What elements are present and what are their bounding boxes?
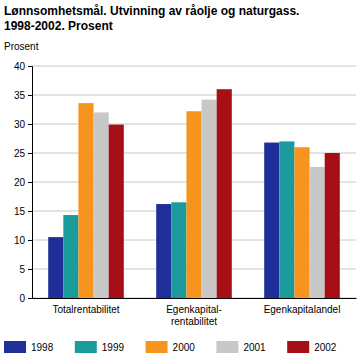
y-tick-mark xyxy=(28,66,32,67)
y-tick: 5 xyxy=(19,264,32,275)
y-tick-mark xyxy=(28,269,32,270)
bar xyxy=(109,125,124,298)
y-tick-label: 0 xyxy=(19,293,25,304)
y-tick-label: 20 xyxy=(14,177,26,188)
grid-line xyxy=(32,95,356,96)
x-tick-label: Egenkapitalandel xyxy=(264,304,341,315)
legend-swatch xyxy=(287,341,309,353)
bar xyxy=(202,100,217,298)
legend-swatch xyxy=(146,341,168,353)
x-tick-label: Totalrentabilitet xyxy=(52,304,119,315)
bar xyxy=(186,111,201,298)
legend-swatch xyxy=(216,341,238,353)
y-tick-label: 35 xyxy=(14,90,26,101)
title: Lønnsomhetsmål. Utvinning av råolje og n… xyxy=(4,4,299,33)
y-tick: 0 xyxy=(19,293,32,304)
legend-item: 2001 xyxy=(216,341,266,353)
y-axis: 0 5 10 15 20 25 30 35 40 xyxy=(14,61,33,304)
y-tick-label: 10 xyxy=(14,235,26,246)
bar xyxy=(264,143,279,298)
bars xyxy=(48,89,340,298)
y-tick-mark xyxy=(28,298,32,299)
legend-item: 2000 xyxy=(146,341,196,353)
bar xyxy=(156,204,171,298)
y-tick-mark xyxy=(28,95,32,96)
bar xyxy=(325,153,340,298)
y-tick: 15 xyxy=(14,206,32,217)
y-tick: 40 xyxy=(14,61,32,72)
legend-item: 2002 xyxy=(287,341,337,353)
x-tick: Egenkapitalandel xyxy=(264,298,341,315)
bar xyxy=(171,202,186,298)
grid-line xyxy=(32,66,356,67)
y-tick-mark xyxy=(28,182,32,183)
y-tick-label: 25 xyxy=(14,148,26,159)
bar xyxy=(63,215,78,298)
grid xyxy=(32,66,356,298)
x-tick: Egenkapital-rentabilitet xyxy=(166,298,222,327)
y-tick-label: 5 xyxy=(19,264,25,275)
x-tick-label: Egenkapital-rentabilitet xyxy=(166,304,222,327)
y-tick: 25 xyxy=(14,148,32,159)
legend-label: 1999 xyxy=(102,342,125,353)
bar xyxy=(217,89,232,298)
legend-swatch xyxy=(75,341,97,353)
y-tick-label: 40 xyxy=(14,61,26,72)
y-tick: 20 xyxy=(14,177,32,188)
legend-swatch xyxy=(4,341,26,353)
bar xyxy=(94,112,109,298)
y-tick: 30 xyxy=(14,119,32,130)
y-tick-label: 30 xyxy=(14,119,26,130)
bar xyxy=(294,147,309,298)
legend-label: 2000 xyxy=(173,342,196,353)
x-axis-line xyxy=(33,298,357,299)
legend-label: 2001 xyxy=(243,342,266,353)
y-tick-mark xyxy=(28,124,32,125)
y-tick-mark xyxy=(28,240,32,241)
legend-label: 2002 xyxy=(314,342,337,353)
y-tick-mark xyxy=(28,211,32,212)
y-axis-line xyxy=(28,67,33,299)
y-tick-mark xyxy=(28,153,32,154)
legend-item: 1998 xyxy=(4,341,54,353)
y-axis-title: Prosent xyxy=(4,41,39,52)
bar xyxy=(310,167,325,298)
legend: 1998 1999 2000 2001 2002 xyxy=(4,341,337,353)
bar xyxy=(279,141,294,298)
legend-label: 1998 xyxy=(31,342,54,353)
y-tick-label: 15 xyxy=(14,206,26,217)
x-axis: Totalrentabilitet Egenkapital-rentabilite… xyxy=(33,298,357,327)
y-tick: 35 xyxy=(14,90,32,101)
y-tick: 10 xyxy=(14,235,32,246)
bar xyxy=(48,237,63,298)
x-tick: Totalrentabilitet xyxy=(52,298,119,315)
bar xyxy=(78,103,93,298)
legend-item: 1999 xyxy=(75,341,125,353)
